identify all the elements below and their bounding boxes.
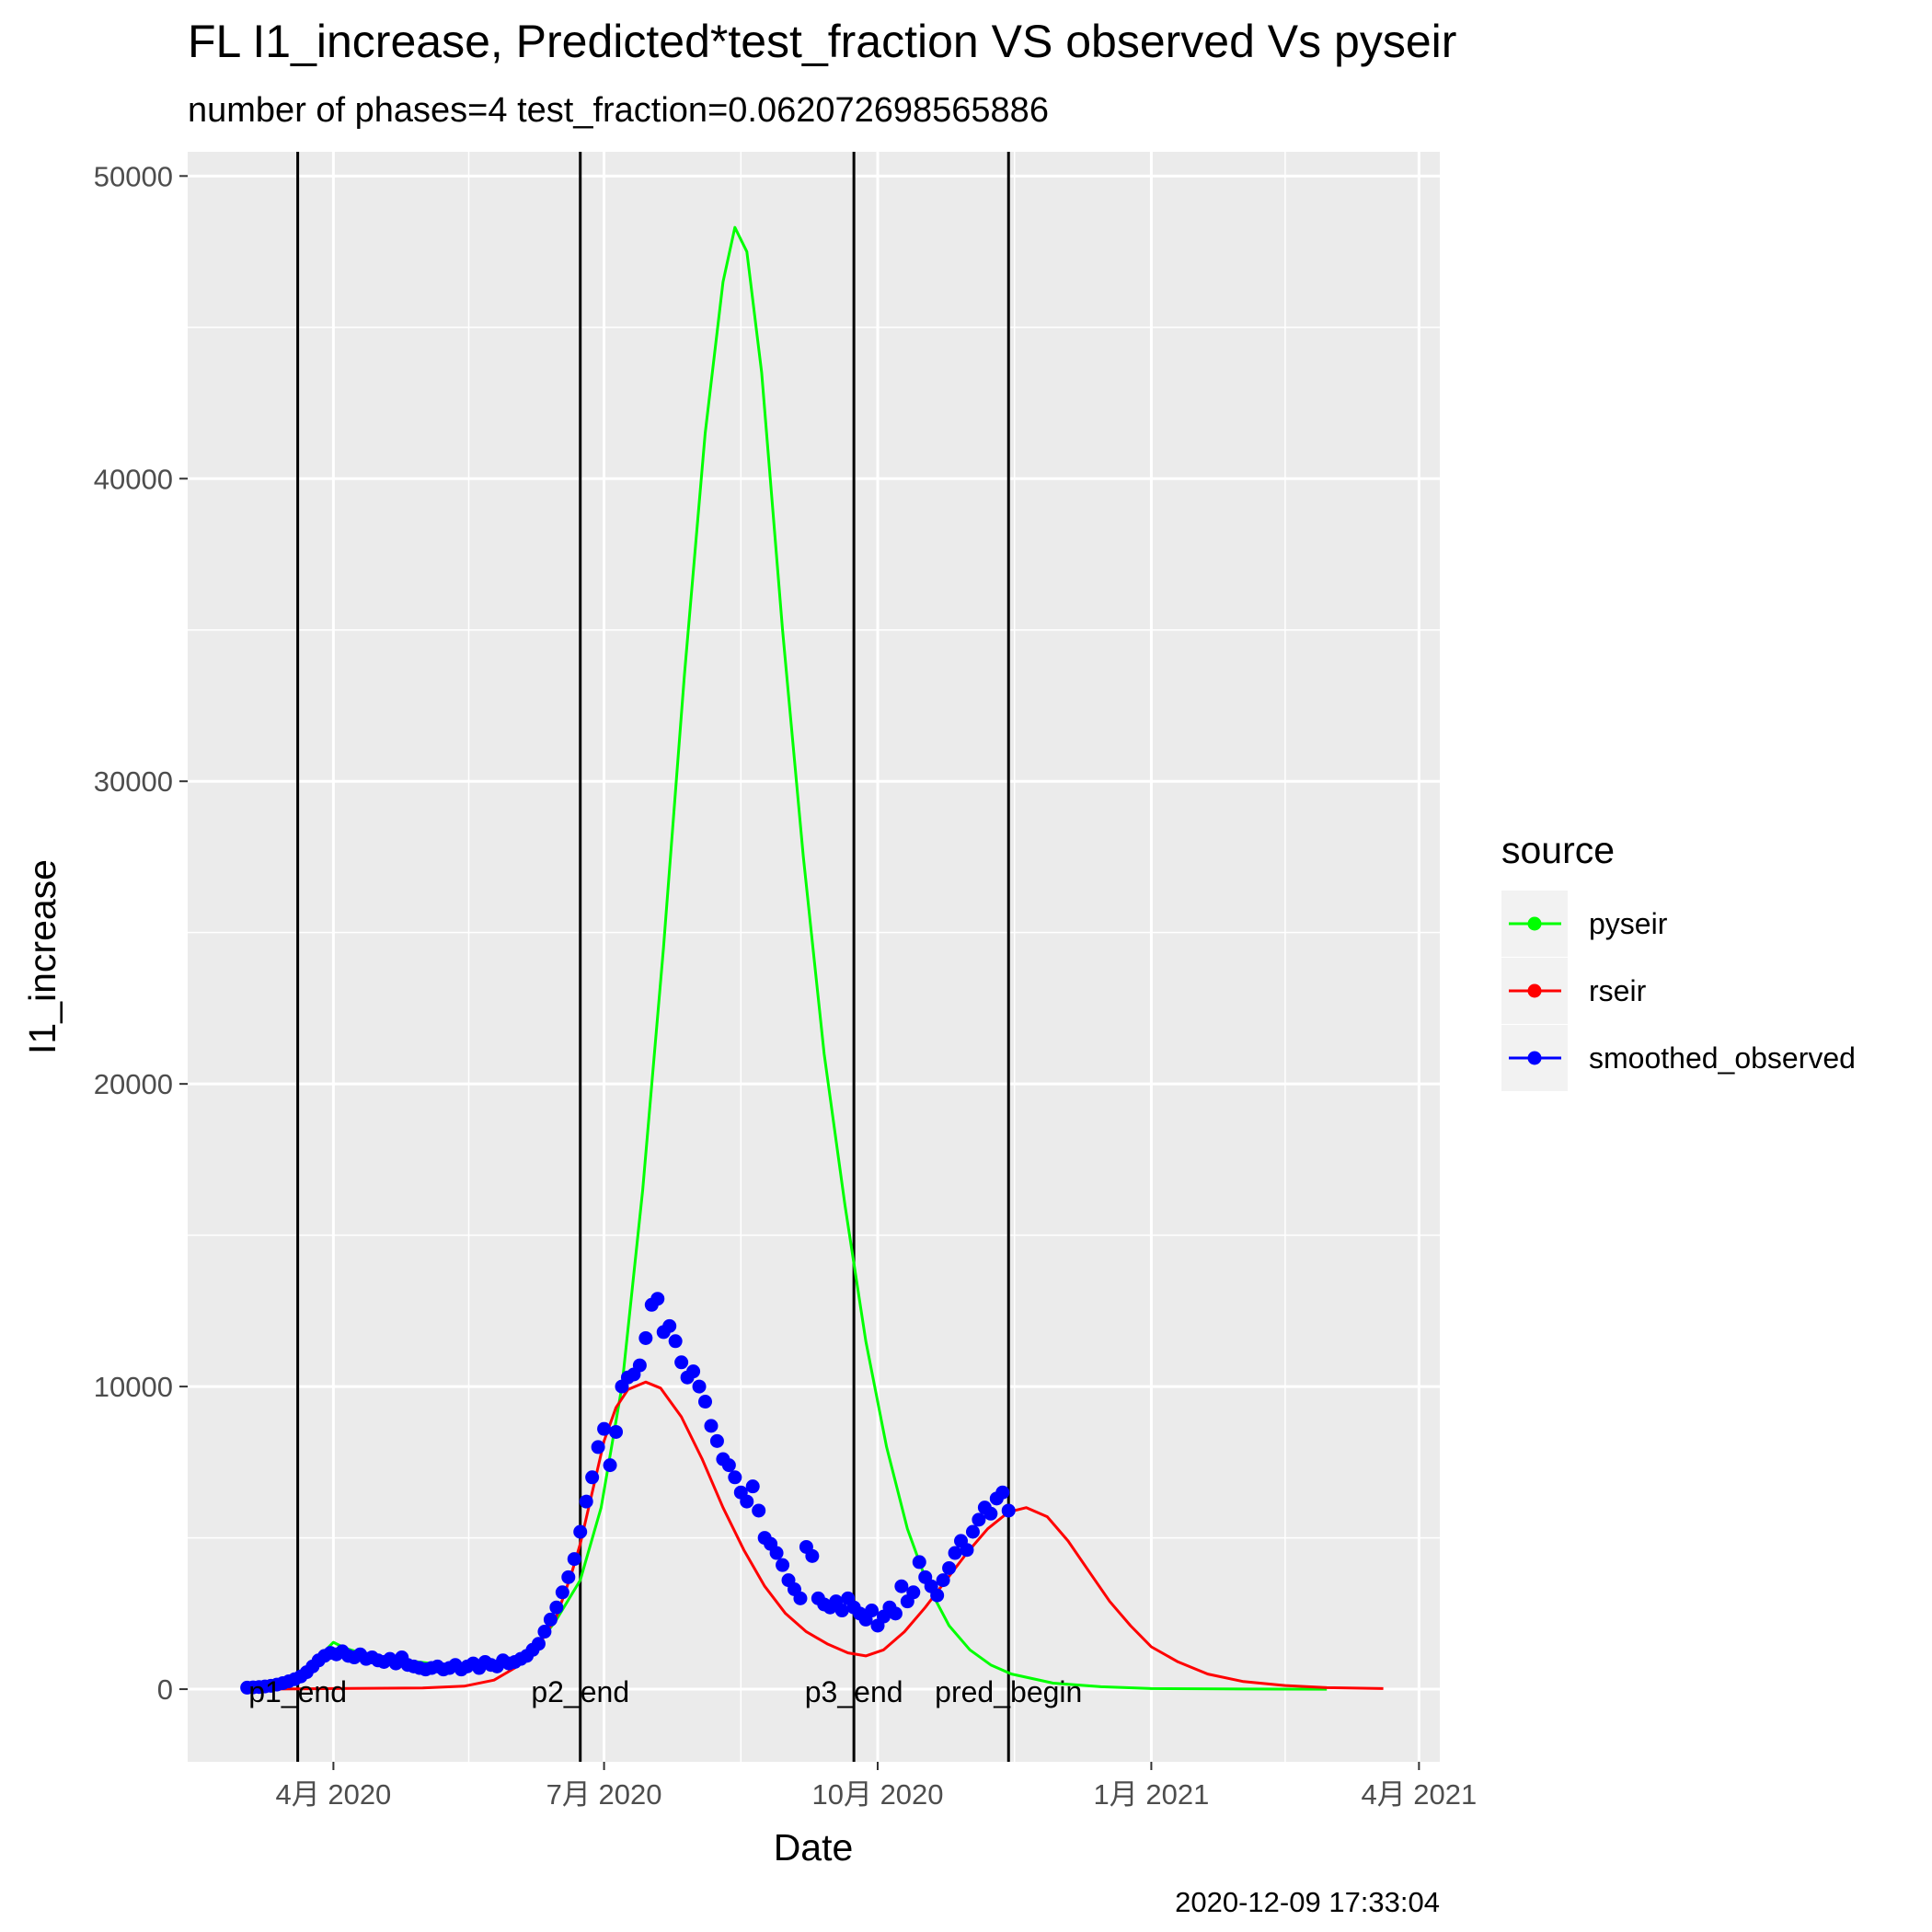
y-tick-label: 10000 [94, 1371, 173, 1403]
data-point [555, 1585, 569, 1600]
data-point [674, 1355, 689, 1370]
data-point [591, 1440, 605, 1455]
data-point [668, 1334, 683, 1349]
data-point [632, 1358, 647, 1373]
legend-title: source [1501, 829, 1615, 871]
data-point [728, 1470, 742, 1485]
data-point [567, 1552, 581, 1567]
legend: source pyseir rseir smoothed_observed [1501, 829, 1856, 1091]
series-layer [240, 225, 1384, 1695]
data-point [972, 1512, 986, 1527]
data-point [585, 1470, 600, 1485]
data-point [698, 1395, 713, 1409]
data-point [537, 1625, 552, 1639]
data-point [686, 1364, 701, 1379]
data-point [776, 1558, 790, 1572]
data-point [721, 1458, 736, 1473]
vline-label-p2_end: p2_end [531, 1675, 629, 1708]
data-point [740, 1494, 754, 1509]
data-point [906, 1585, 921, 1600]
y-tick-label: 40000 [94, 463, 173, 495]
data-point [549, 1600, 564, 1615]
axes: 0 10000 20000 30000 40000 50000 4月 2020 7月 2020… [94, 160, 1478, 1811]
data-point [995, 1485, 1010, 1500]
y-tick-label: 50000 [94, 160, 173, 192]
data-point [912, 1555, 926, 1570]
data-point [531, 1637, 546, 1651]
legend-label-rseir: rseir [1589, 974, 1647, 1007]
series-points-smoothed_observed [240, 1292, 1016, 1695]
x-tick-label: 4月 2021 [1361, 1778, 1477, 1811]
x-tick-label: 4月 2020 [275, 1778, 391, 1811]
reference-line-labels: p1_end p2_end p3_end pred_begin [248, 1675, 1082, 1708]
data-point [960, 1543, 974, 1558]
y-axis-title: I1_increase [21, 859, 63, 1054]
x-axis-title: Date [774, 1826, 854, 1869]
y-tick-label: 30000 [94, 765, 173, 798]
data-point [692, 1379, 707, 1394]
vline-label-p3_end: p3_end [805, 1675, 903, 1708]
data-point [638, 1330, 653, 1345]
data-point [965, 1524, 980, 1539]
x-tick-label: 1月 2021 [1094, 1778, 1210, 1811]
vline-label-pred_begin: pred_begin [935, 1675, 1082, 1708]
data-point [561, 1570, 576, 1584]
chart-title: FL I1_increase, Predicted*test_fraction … [188, 16, 1456, 67]
data-point [704, 1419, 719, 1433]
data-point [709, 1433, 724, 1448]
data-point [650, 1292, 665, 1306]
data-point [609, 1424, 624, 1439]
x-tick-label: 10月 2020 [811, 1778, 943, 1811]
data-point [948, 1546, 962, 1560]
x-tick-label: 7月 2020 [546, 1778, 662, 1811]
data-point [752, 1503, 766, 1518]
data-point [888, 1606, 903, 1621]
data-point [597, 1421, 612, 1436]
data-point [543, 1612, 558, 1627]
grid [188, 152, 1440, 1762]
data-point [662, 1318, 677, 1333]
data-point [894, 1579, 909, 1593]
y-tick-label: 0 [157, 1673, 173, 1706]
data-point [1001, 1503, 1016, 1518]
legend-label-smoothed_observed: smoothed_observed [1589, 1041, 1856, 1075]
data-point [983, 1506, 998, 1521]
data-point [579, 1494, 593, 1509]
chart-subtitle: number of phases=4 test_fraction=0.06207… [188, 91, 1049, 130]
data-point [745, 1479, 760, 1494]
vline-label-p1_end: p1_end [248, 1675, 347, 1708]
legend-key-point [1527, 1051, 1542, 1065]
data-point [865, 1604, 880, 1618]
y-tick-label: 20000 [94, 1068, 173, 1100]
data-point [936, 1573, 950, 1588]
data-point [942, 1560, 957, 1575]
data-point [603, 1458, 617, 1473]
data-point [930, 1588, 945, 1603]
legend-label-pyseir: pyseir [1589, 907, 1668, 940]
data-point [793, 1591, 808, 1605]
data-point [834, 1604, 849, 1618]
legend-key-point [1527, 916, 1542, 931]
timestamp-caption: 2020-12-09 17:33:04 [1175, 1886, 1440, 1918]
data-point [805, 1548, 820, 1563]
data-point [573, 1524, 588, 1539]
data-point [769, 1546, 784, 1560]
legend-key-point [1527, 983, 1542, 998]
